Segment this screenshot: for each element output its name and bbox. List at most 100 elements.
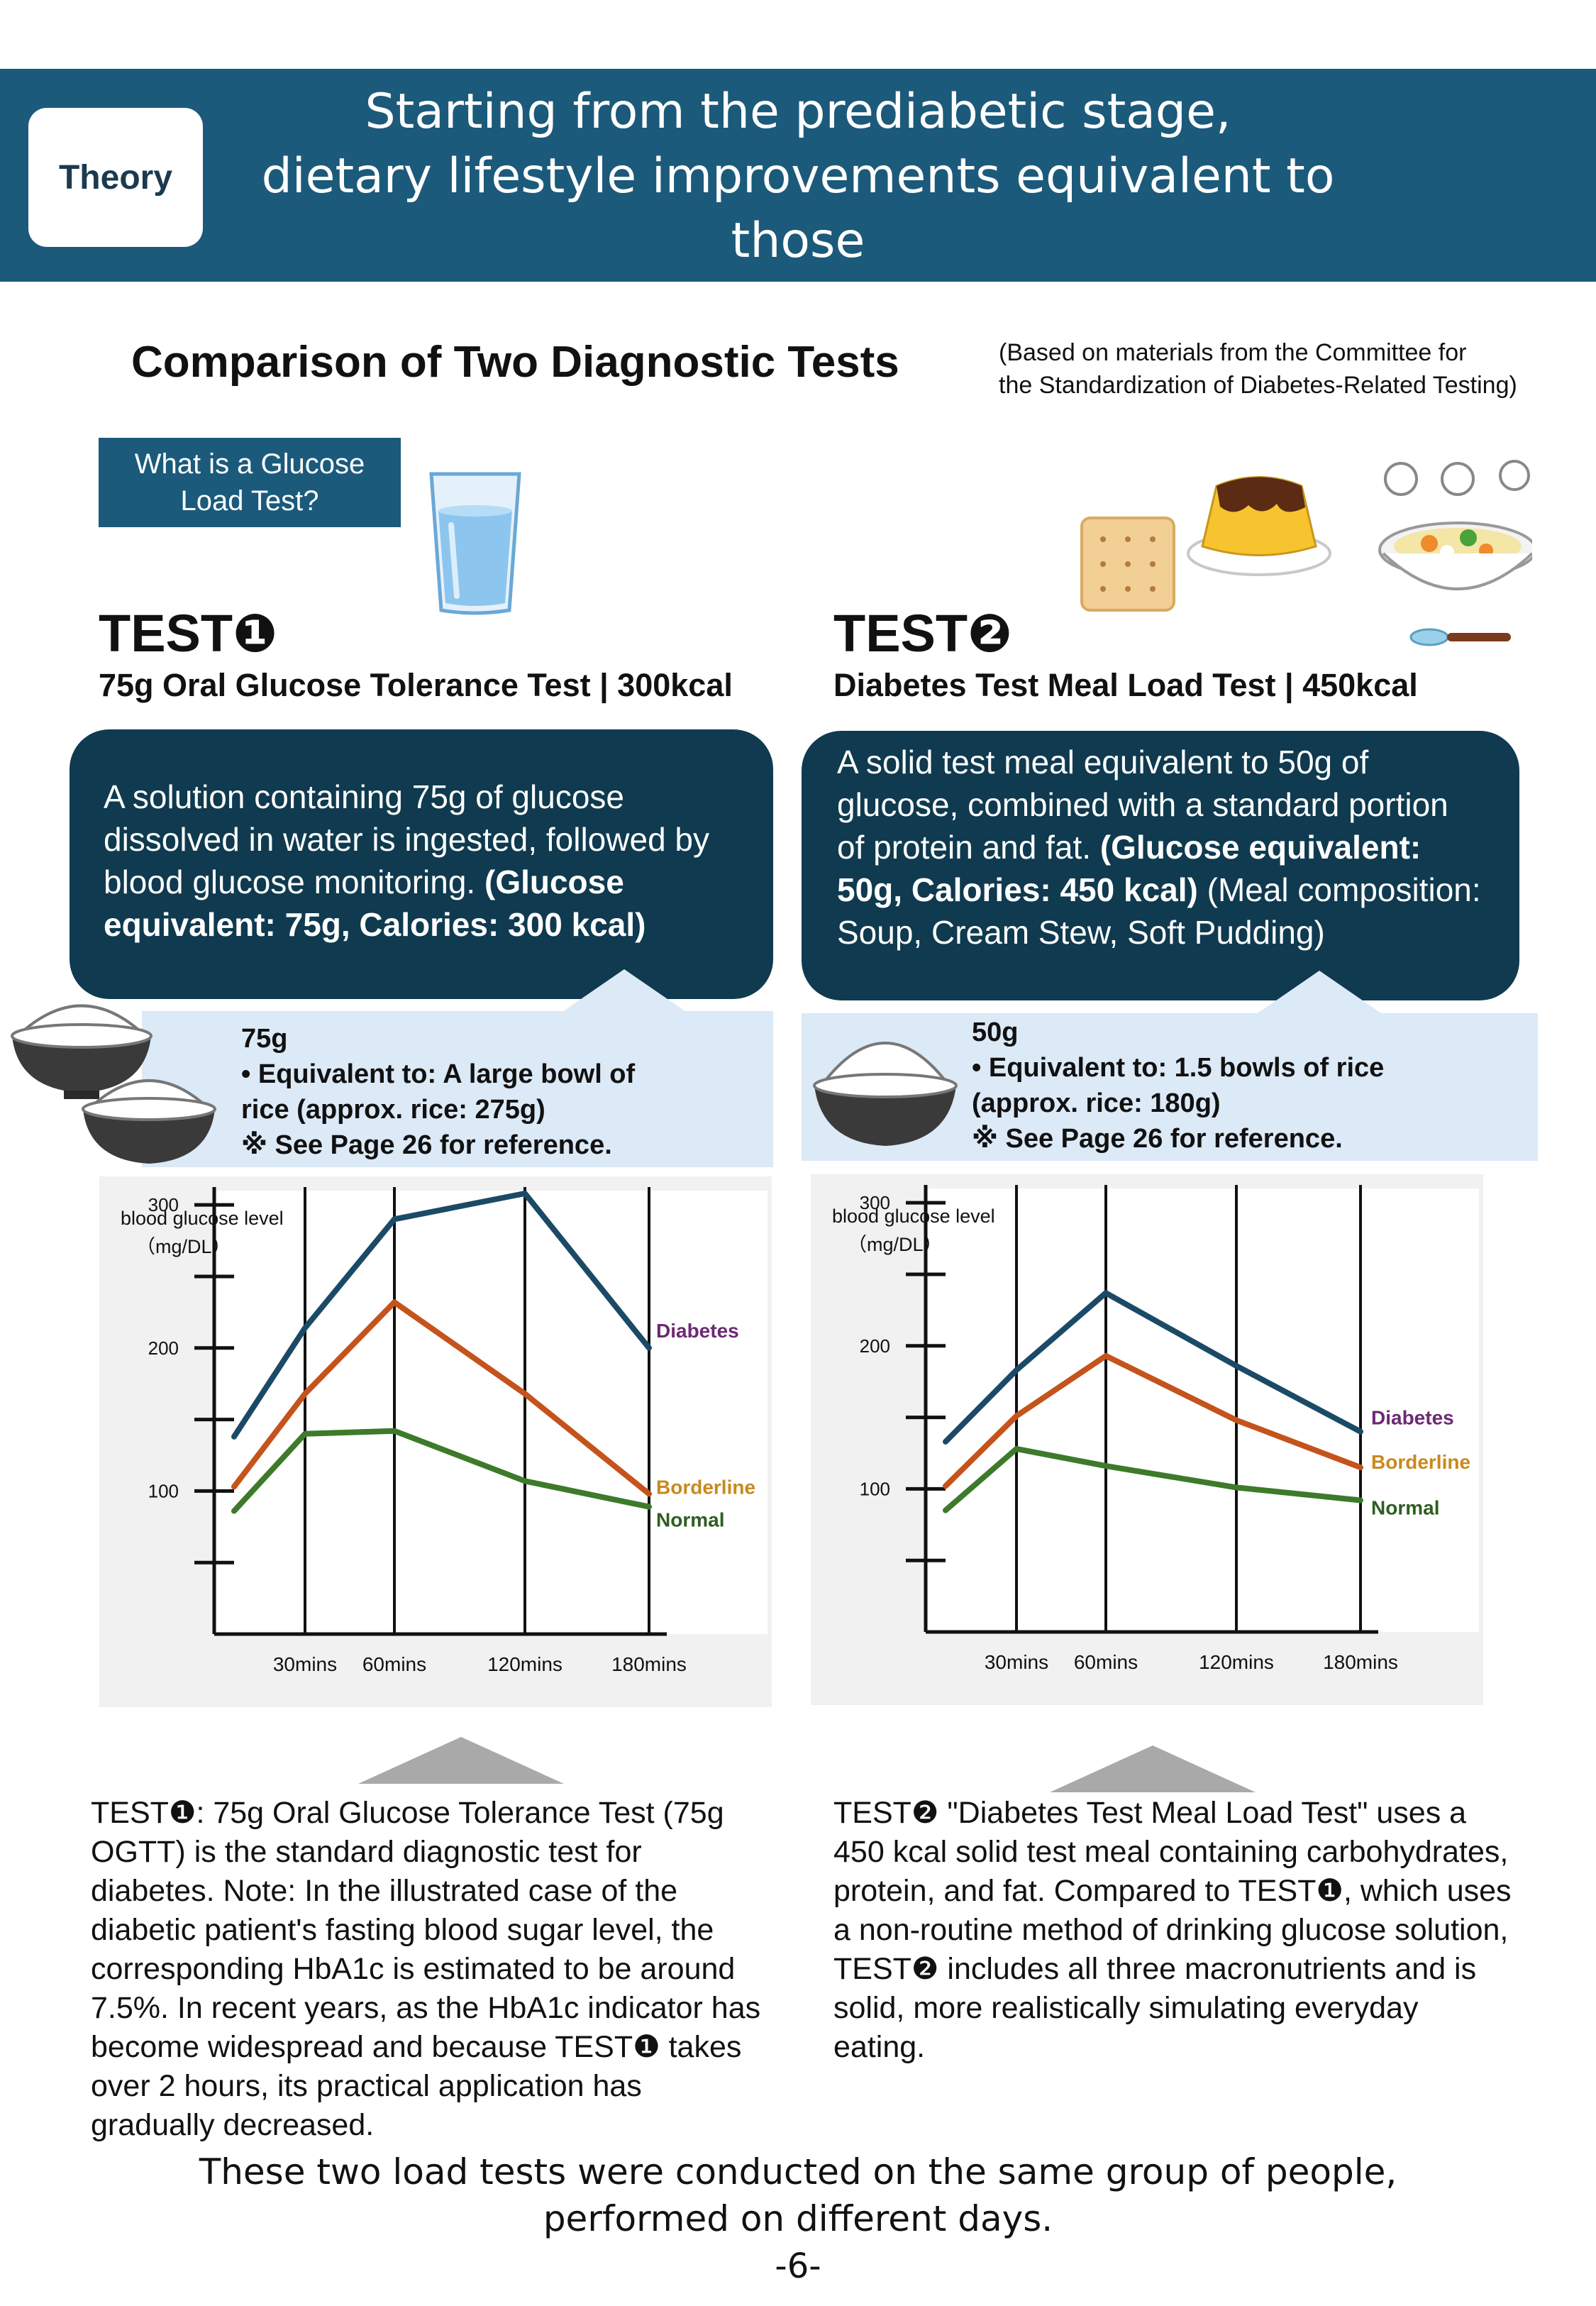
test2-subtitle: Diabetes Test Meal Load Test | 450kcal — [833, 667, 1418, 703]
data-point — [945, 1440, 946, 1442]
x-tick-label: 180mins — [611, 1653, 687, 1675]
data-point — [233, 1510, 235, 1512]
data-point — [524, 1393, 526, 1395]
portion-line: 50g — [972, 1017, 1019, 1047]
x-tick-label: 30mins — [985, 1651, 1048, 1673]
portion-line: rice (approx. rice: 275g) — [241, 1095, 545, 1125]
series-label: Diabetes — [1371, 1407, 1454, 1429]
data-point — [1236, 1486, 1237, 1489]
portion-line: 75g — [241, 1024, 288, 1054]
data-point — [304, 1393, 306, 1395]
water-glass-icon — [429, 472, 521, 615]
page-number: -6- — [775, 2246, 821, 2286]
test2-card-extra: (Meal composition: Soup, Cream Stew, Sof… — [837, 871, 1481, 951]
series-label: Borderline — [1371, 1451, 1470, 1473]
x-tick-label: 30mins — [273, 1653, 337, 1675]
y-tick-label: 200 — [148, 1337, 179, 1359]
rice-bowl-icon — [813, 1042, 958, 1146]
x-tick-label: 120mins — [1199, 1651, 1274, 1673]
test2-card-bold: (Glucose equivalent: 50g, Calories: 450 … — [837, 829, 1422, 908]
test1-card-bold: (Glucose equivalent: 75g, Calories: 300 … — [104, 864, 646, 943]
data-point — [233, 1486, 235, 1488]
data-point — [304, 1433, 306, 1435]
x-tick-label: 60mins — [1074, 1651, 1138, 1673]
portion-line: • Equivalent to: 1.5 bowls of rice — [972, 1053, 1385, 1083]
data-point — [233, 1435, 235, 1438]
test2-description: TEST❷ "Diabetes Test Meal Load Test" use… — [833, 1796, 1512, 2064]
data-point — [1105, 1465, 1107, 1467]
test1-subtitle: 75g Oral Glucose Tolerance Test | 300kca… — [99, 667, 733, 703]
test2-card-pointer — [1256, 971, 1383, 1015]
section-title: Comparison of Two Diagnostic Tests — [131, 338, 899, 387]
glucose-load-test-link[interactable]: What is a Glucose Load Test? — [99, 438, 401, 527]
test1-description: TEST❶: 75g Oral Glucose Tolerance Test (… — [91, 1796, 761, 2142]
source-line: the Standardization of Diabetes-Related … — [999, 372, 1517, 399]
portion-line: • Equivalent to: A large bowl of — [241, 1059, 636, 1089]
data-point — [524, 1480, 526, 1482]
data-point — [1236, 1419, 1237, 1421]
data-point — [648, 1347, 650, 1349]
y-axis-label: （mg/DL） — [848, 1234, 943, 1255]
footer-note: These two load tests were conducted on t… — [0, 2148, 1596, 2242]
data-point — [1105, 1292, 1107, 1294]
data-point — [1360, 1430, 1361, 1433]
y-tick-label: 300 — [860, 1192, 890, 1213]
test2-desc-pointer — [1050, 1745, 1256, 1792]
data-point — [1360, 1467, 1361, 1469]
data-point — [648, 1493, 650, 1495]
plot-area — [214, 1191, 767, 1634]
data-point — [394, 1301, 395, 1303]
rice-bowl-large-icon — [11, 1004, 216, 1164]
test-meal-icon — [1080, 460, 1532, 646]
x-tick-label: 60mins — [362, 1653, 426, 1675]
test1-desc-pointer — [358, 1737, 564, 1784]
test1-heading: TEST❶ — [99, 604, 277, 663]
series-label: Diabetes — [656, 1320, 739, 1342]
footer-line: These two load tests were conducted on t… — [199, 2151, 1397, 2192]
series-label: Borderline — [656, 1476, 755, 1498]
test2-card-text: A solid test meal equivalent to 50g of g… — [837, 744, 1448, 866]
data-point — [524, 1193, 526, 1195]
data-point — [648, 1506, 650, 1508]
source-note: (Based on materials from the Committee f… — [999, 336, 1517, 402]
x-tick-label: 120mins — [487, 1653, 563, 1675]
y-axis-label: （mg/DL） — [136, 1236, 231, 1257]
chart1-panel: blood glucose level （mg/DL） 30mins 60mins 12… — [99, 1176, 772, 1707]
chart2-panel: blood glucose level （mg/DL） 30mins 60mins 12… — [811, 1174, 1483, 1705]
test1-card-text: A solution containing 75g of glucose dis… — [104, 778, 710, 900]
data-point — [945, 1509, 946, 1511]
test2-card: A solid test meal equivalent to 50g of g… — [802, 731, 1519, 1000]
portion-line: (approx. rice: 180g) — [972, 1088, 1221, 1118]
y-tick-label: 300 — [148, 1194, 179, 1215]
test2-heading: TEST❷ — [833, 604, 1012, 663]
y-axis-label: blood glucose level — [832, 1206, 995, 1227]
headline-line: dietary lifestyle improvements equivalen… — [261, 148, 1335, 269]
headline-line: Starting from the prediabetic stage, — [365, 84, 1231, 140]
series-label: Normal — [656, 1509, 724, 1531]
y-tick-label: 100 — [860, 1478, 890, 1499]
headline-line: for diabetics are necessary. — [467, 277, 1129, 333]
test1-card-pointer — [560, 969, 688, 1013]
data-point — [945, 1485, 946, 1487]
series-label: Normal — [1371, 1497, 1439, 1519]
header-banner — [0, 69, 1596, 282]
chart2-plot: blood glucose level （mg/DL） 30mins 60mins 12… — [832, 1185, 1479, 1673]
data-point — [304, 1327, 306, 1329]
data-point — [1236, 1365, 1237, 1367]
x-tick-label: 180mins — [1323, 1651, 1398, 1673]
data-point — [1016, 1415, 1017, 1417]
portion-line: ※ See Page 26 for reference. — [972, 1124, 1343, 1154]
data-point — [1105, 1355, 1107, 1357]
y-tick-label: 100 — [148, 1480, 179, 1501]
test1-card: A solution containing 75g of glucose dis… — [70, 729, 773, 999]
data-point — [1016, 1369, 1017, 1372]
test1-portion: 75g • Equivalent to: A large bowl of ric… — [142, 1011, 773, 1167]
footer-line: performed on different days. — [543, 2198, 1053, 2239]
headline: Starting from the prediabetic stage, die… — [213, 79, 1383, 338]
chart1-plot: blood glucose level （mg/DL） 30mins 60mins 12… — [121, 1187, 767, 1675]
theory-badge: Theory — [28, 108, 203, 247]
portion-line: ※ See Page 26 for reference. — [241, 1130, 612, 1160]
source-line: (Based on materials from the Committee f… — [999, 339, 1467, 366]
y-axis-label: blood glucose level — [121, 1208, 284, 1229]
data-point — [394, 1430, 395, 1432]
